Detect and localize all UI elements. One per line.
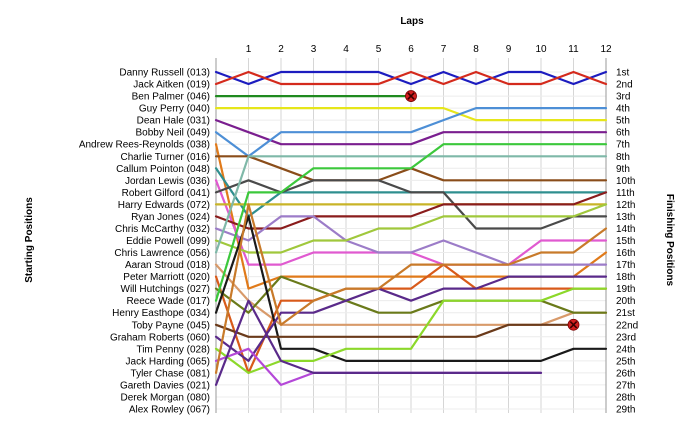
finishing-position-label: 23rd	[616, 332, 636, 343]
series-lines	[214, 70, 608, 386]
starting-position-label: Callum Pointon (048)	[116, 164, 210, 175]
finishing-position-label: 4th	[616, 104, 630, 115]
finishing-position-label: 3rd	[616, 92, 630, 103]
lap-tick-label: 7	[441, 44, 447, 55]
starting-position-label: Derek Morgan (080)	[121, 392, 210, 403]
starting-position-label: Tyler Chase (081)	[131, 368, 210, 379]
series-line	[214, 106, 608, 158]
finishing-position-label: 6th	[616, 128, 630, 139]
finishing-position-label: 22nd	[616, 320, 638, 331]
series-line	[214, 143, 608, 302]
starting-position-label: Aaran Stroud (018)	[125, 260, 210, 271]
finishing-position-label: 29th	[616, 405, 635, 416]
starting-position-label: Ryan Jones (024)	[131, 212, 210, 223]
starting-position-label: Henry Easthope (034)	[112, 308, 210, 319]
series-line	[214, 70, 608, 86]
finishing-position-label: 25th	[616, 356, 635, 367]
starting-position-label: Ben Palmer (046)	[132, 92, 210, 103]
lap-tick-label: 5	[376, 44, 382, 55]
series-line	[214, 203, 608, 374]
starting-position-label: Dean Hale (031)	[137, 116, 210, 127]
right-axis-title: Finishing Positions	[664, 194, 675, 287]
starting-position-label: Chris McCarthy (032)	[115, 224, 210, 235]
starting-position-label: Guy Perry (040)	[139, 104, 210, 115]
starting-position-label: Jack Harding (065)	[126, 356, 210, 367]
series-line	[214, 118, 608, 146]
series-line	[214, 106, 608, 122]
finishing-position-label: 8th	[616, 152, 630, 163]
finishing-position-label: 18th	[616, 272, 635, 283]
series-line	[214, 203, 608, 254]
starting-position-label: Bobby Neil (049)	[136, 128, 210, 139]
starting-position-label: Graham Roberts (060)	[110, 332, 210, 343]
left-axis-title: Starting Positions	[24, 197, 35, 283]
starting-position-label: Will Hutchings (027)	[121, 284, 210, 295]
series-line	[214, 299, 543, 386]
lap-tick-label: 11	[568, 44, 579, 55]
lap-tick-label: 10	[535, 44, 547, 55]
finishing-position-label: 20th	[616, 296, 635, 307]
lap-tick-label: 2	[278, 44, 284, 55]
series-line	[214, 215, 608, 362]
starting-position-label: Alex Rowley (067)	[129, 405, 210, 416]
finishing-position-label: 19th	[616, 284, 635, 295]
starting-position-label: Jack Aitken (019)	[133, 80, 210, 91]
series-line	[214, 263, 608, 374]
lap-tick-label: 1	[246, 44, 252, 55]
finishing-position-label: 2nd	[616, 80, 633, 91]
finishing-position-label: 5th	[616, 116, 630, 127]
lap-tick-label: 3	[311, 44, 317, 55]
finishing-position-label: 11th	[616, 188, 635, 199]
starting-position-label: Charlie Turner (016)	[121, 152, 210, 163]
starting-position-label: Toby Payne (045)	[132, 320, 210, 331]
finishing-position-label: 24th	[616, 344, 635, 355]
finishing-position-label: 15th	[616, 236, 635, 247]
lap-tick-label: 8	[473, 44, 479, 55]
lap-tick-label: 6	[408, 44, 414, 55]
starting-position-label: Harry Edwards (072)	[118, 200, 210, 211]
starting-position-label: Chris Lawrence (056)	[114, 248, 210, 259]
finishing-position-label: 21st	[616, 308, 635, 319]
finishing-position-label: 26th	[616, 368, 635, 379]
finishing-position-label: 16th	[616, 248, 635, 259]
series-line	[214, 70, 608, 86]
starting-position-label: Eddie Powell (099)	[126, 236, 210, 247]
retirement-marker	[567, 318, 580, 331]
starting-position-label: Tim Penny (028)	[136, 344, 210, 355]
lap-tick-label: 12	[600, 44, 612, 55]
series-line	[214, 275, 608, 362]
finishing-position-label: 9th	[616, 164, 630, 175]
finishing-position-label: 13th	[616, 212, 635, 223]
finishing-position-label: 10th	[616, 176, 635, 187]
series-line	[214, 323, 575, 338]
series-line	[214, 215, 608, 266]
finishing-position-label: 1st	[616, 68, 630, 79]
finishing-position-label: 12th	[616, 200, 635, 211]
retirement-markers	[405, 90, 580, 331]
finishing-position-label: 14th	[616, 224, 635, 235]
starting-position-label: Danny Russell (013)	[119, 68, 210, 79]
finishing-position-label: 28th	[616, 392, 635, 403]
starting-position-label: Andrew Rees-Reynolds (038)	[79, 140, 210, 151]
starting-position-label: Robert Gilford (041)	[122, 188, 210, 199]
finishing-position-label: 7th	[616, 140, 630, 151]
finishing-position-label: 27th	[616, 380, 635, 391]
lap-tick-label: 9	[506, 44, 512, 55]
finishing-position-label: 17th	[616, 260, 635, 271]
starting-position-label: Jordan Lewis (036)	[125, 176, 210, 187]
grid	[215, 58, 607, 413]
starting-position-label: Peter Marriott (020)	[123, 272, 210, 283]
series-line	[214, 191, 608, 230]
lap-tick-label: 4	[343, 44, 349, 55]
starting-position-label: Gareth Davies (021)	[120, 380, 210, 391]
starting-position-label: Reece Wade (017)	[126, 296, 210, 307]
retirement-marker	[405, 90, 417, 102]
top-axis-title: Laps	[400, 16, 424, 27]
series-line	[214, 155, 608, 254]
